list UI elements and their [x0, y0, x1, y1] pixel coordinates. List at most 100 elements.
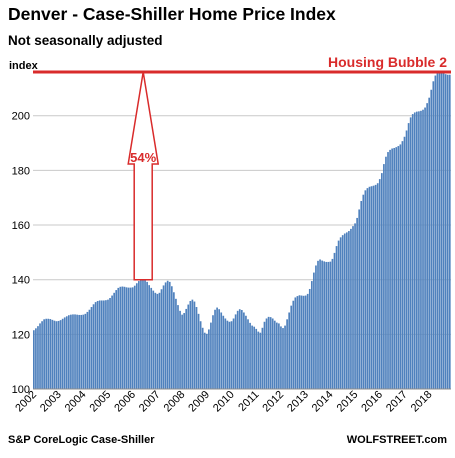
bar-34	[103, 300, 105, 389]
bar-80	[197, 313, 200, 389]
y-tick-200: 200	[12, 111, 30, 123]
bar-39	[113, 292, 115, 389]
bar-139	[319, 259, 321, 389]
bar-147	[335, 246, 338, 389]
bar-200	[444, 74, 447, 389]
bar-58	[152, 290, 155, 389]
bar-194	[432, 81, 435, 389]
bar-169	[380, 173, 383, 389]
bar-72	[181, 314, 183, 389]
bar-23	[80, 314, 83, 389]
bar-110	[259, 332, 262, 389]
bar-8	[49, 319, 52, 389]
bar-66	[168, 281, 171, 389]
bar-31	[96, 301, 99, 389]
bar-40	[115, 290, 118, 389]
bar-140	[321, 260, 323, 389]
x-tick-2003: 2003	[38, 389, 64, 415]
bar-123	[286, 319, 288, 389]
bar-24	[82, 314, 85, 389]
bar-142	[325, 261, 328, 389]
bar-202	[448, 74, 451, 389]
bar-7	[47, 318, 50, 389]
bar-19	[72, 314, 74, 389]
bar-133	[306, 293, 309, 389]
bar-97	[232, 318, 235, 389]
bar-35	[105, 300, 107, 389]
bar-114	[267, 316, 270, 389]
bar-184	[411, 114, 414, 389]
bar-1	[35, 328, 37, 389]
bar-109	[257, 331, 260, 389]
bar-165	[372, 185, 375, 389]
bar-10	[53, 320, 56, 389]
bar-21	[76, 314, 78, 389]
bar-179	[401, 141, 404, 389]
bar-75	[187, 304, 190, 389]
y-tick-180: 180	[12, 165, 30, 177]
bar-138	[317, 260, 319, 389]
bar-176	[395, 147, 398, 389]
bar-54	[144, 279, 146, 389]
bar-52	[140, 279, 142, 389]
brand-label: WOLFSTREET.com	[346, 434, 447, 446]
bar-193	[430, 89, 433, 389]
bar-183	[409, 117, 412, 390]
bar-152	[345, 232, 348, 389]
x-tick-2008: 2008	[162, 389, 188, 415]
bar-113	[265, 318, 268, 389]
bar-199	[442, 73, 445, 389]
bar-67	[170, 286, 173, 389]
bar-188	[420, 110, 422, 389]
bar-187	[418, 111, 420, 389]
bar-13	[59, 320, 62, 389]
bar-130	[300, 295, 303, 389]
bar-125	[290, 305, 293, 389]
bar-120	[280, 326, 282, 389]
bar-91	[220, 312, 223, 389]
bar-141	[323, 261, 326, 389]
bar-33	[100, 300, 103, 389]
bar-112	[263, 321, 266, 389]
bar-87	[212, 315, 214, 389]
bar-11	[55, 321, 58, 389]
x-tick-2009: 2009	[186, 389, 212, 415]
x-tick-2013: 2013	[285, 389, 311, 415]
bar-41	[117, 287, 120, 389]
bar-74	[185, 308, 188, 389]
bar-85	[208, 329, 210, 389]
bar-27	[88, 309, 91, 389]
bar-44	[123, 286, 126, 389]
x-tick-2016: 2016	[359, 389, 385, 415]
bar-146	[333, 252, 336, 389]
bar-175	[393, 147, 396, 389]
x-tick-2007: 2007	[137, 389, 163, 415]
bar-101	[240, 310, 243, 389]
bars	[33, 71, 451, 390]
bar-186	[416, 111, 418, 390]
bar-155	[352, 226, 354, 389]
y-tick-140: 140	[12, 275, 30, 287]
bar-2	[37, 326, 39, 389]
bar-38	[111, 295, 113, 389]
x-tick-2015: 2015	[335, 389, 361, 415]
bar-156	[354, 223, 356, 389]
bar-196	[436, 72, 439, 390]
bar-69	[175, 298, 177, 389]
bar-173	[389, 149, 391, 389]
bar-197	[438, 71, 441, 389]
bar-93	[224, 318, 227, 389]
bar-50	[135, 283, 138, 389]
bar-88	[214, 309, 216, 389]
bar-127	[294, 297, 297, 389]
bar-60	[156, 293, 159, 389]
bar-68	[173, 292, 175, 389]
x-tick-2012: 2012	[260, 389, 286, 415]
bar-195	[434, 75, 437, 390]
bar-4	[41, 321, 43, 389]
bar-171	[385, 156, 387, 389]
bar-177	[397, 146, 400, 389]
bar-94	[226, 320, 229, 389]
bar-192	[428, 97, 431, 389]
bar-128	[296, 296, 299, 389]
